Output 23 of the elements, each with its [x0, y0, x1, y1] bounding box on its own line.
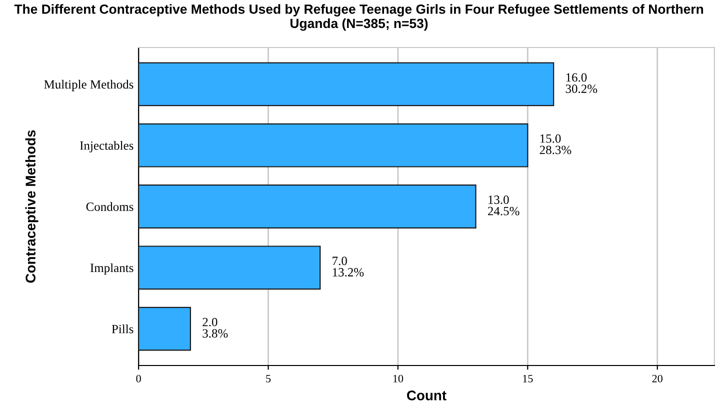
data-label: 13.0 24.5%: [488, 196, 520, 216]
x-tick-label: 15: [523, 374, 533, 382]
bar: [138, 306, 192, 351]
bar: [138, 246, 321, 290]
x-axis-title: Count: [407, 390, 446, 400]
x-tick-label: 10: [393, 374, 404, 382]
data-label: 16.0 30.2%: [566, 73, 598, 94]
bar: [138, 184, 476, 228]
data-label: 7.0 13.2%: [332, 256, 364, 277]
y-tick-label: Condoms: [86, 202, 134, 211]
y-tick-label: Injectables: [80, 141, 134, 152]
y-tick-label: Implants: [90, 263, 134, 275]
x-tick-label: 20: [652, 374, 662, 382]
chart-title: The Different Contraceptive Methods Used by Refugee Teenage Girls in Four Refugee Settlements of Northern Uganda (N=385; n=53): [14, 4, 704, 31]
x-tick-label: 5: [266, 374, 271, 382]
data-label: 2.0 3.8%: [202, 318, 228, 338]
bar: [138, 62, 554, 106]
bar: [138, 123, 528, 168]
y-tick-label: Multiple Methods: [44, 80, 134, 92]
y-tick-label: Pills: [112, 324, 134, 334]
data-label: 15.0 28.3%: [540, 134, 572, 154]
x-tick-label: 0: [136, 374, 141, 382]
y-axis-title: Contraceptive Methods: [25, 130, 38, 283]
